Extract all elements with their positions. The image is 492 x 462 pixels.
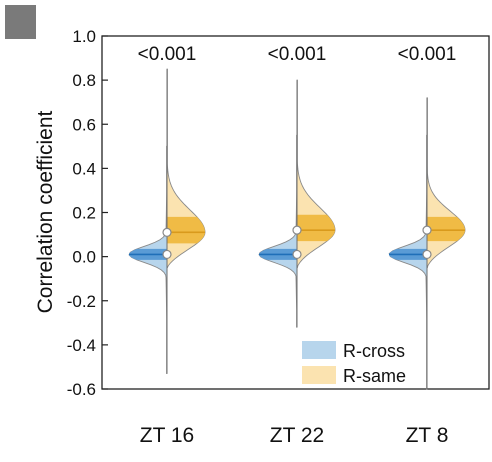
- legend-label-r-same: R-same: [343, 366, 406, 386]
- y-tick-label-8: -0.6: [67, 380, 96, 399]
- p-value-0: <0.001: [138, 44, 197, 65]
- y-tick-label-4: 0.2: [72, 204, 96, 223]
- violin-2-median-point-left: [422, 249, 432, 260]
- x-axis-category-labels: ZT 16 ZT 22 ZT 8: [140, 424, 449, 447]
- category-label-2: ZT 8: [406, 424, 449, 447]
- violin-1-median-point-left: [292, 249, 302, 260]
- violin-0-median-point-left: [162, 249, 172, 260]
- legend: R-cross R-same: [302, 341, 406, 386]
- violin-2-median-point-right: [422, 225, 432, 235]
- category-label-0: ZT 16: [140, 424, 194, 447]
- y-tick-label-7: -0.4: [67, 336, 96, 355]
- violin-1-iqr-right: [297, 214, 335, 242]
- violin-0-half-left: [128, 145, 168, 375]
- y-axis-title: Correlation coefficient: [34, 110, 57, 313]
- y-tick-label-2: 0.6: [72, 115, 96, 134]
- p-value-annotations: <0.001 <0.001 <0.001: [138, 44, 457, 65]
- violins: [128, 68, 466, 390]
- violin-0-iqr-right: [167, 216, 205, 244]
- panel-marker: [5, 5, 36, 39]
- legend-label-r-cross: R-cross: [343, 341, 405, 361]
- y-axis: 1.0 0.8 0.6 0.4 0.2 0.0 -0.2 -0.4 -0.6: [67, 27, 108, 399]
- violin-2-half-right: [426, 97, 466, 269]
- violin-2: [388, 97, 466, 390]
- y-tick-label-6: -0.2: [67, 292, 96, 311]
- p-value-2: <0.001: [398, 44, 457, 65]
- violin-0-median-point-right: [162, 227, 172, 237]
- legend-swatch-r-cross: [302, 341, 336, 359]
- violin-0: [128, 68, 206, 375]
- p-value-1: <0.001: [268, 44, 327, 65]
- violin-1-half-left: [258, 134, 298, 328]
- category-label-1: ZT 22: [270, 424, 324, 447]
- violin-1-median-point-right: [292, 225, 302, 235]
- y-tick-label-0: 1.0: [72, 27, 96, 46]
- y-tick-label-5: 0.0: [72, 248, 96, 267]
- y-tick-label-1: 0.8: [72, 71, 96, 90]
- violin-1: [258, 79, 336, 328]
- y-tick-label-3: 0.4: [72, 159, 96, 178]
- violin-2-iqr-right: [427, 216, 465, 242]
- legend-swatch-r-same: [302, 366, 336, 384]
